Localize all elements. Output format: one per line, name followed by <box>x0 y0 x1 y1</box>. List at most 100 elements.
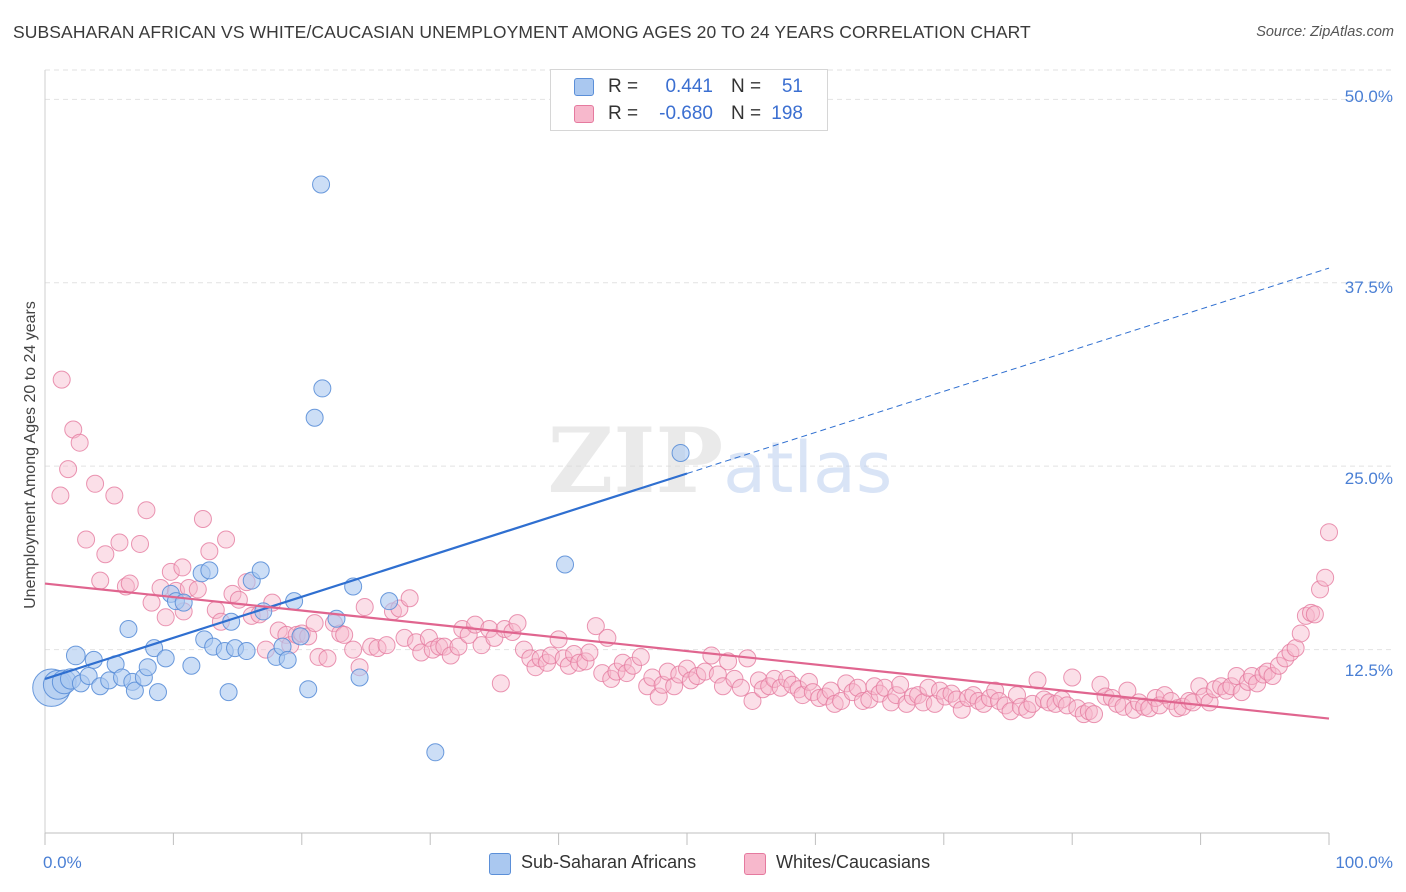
data-point-white <box>891 675 910 694</box>
n-value: 198 <box>771 103 803 124</box>
pink-swatch-icon <box>744 853 766 875</box>
data-point-subsaharan <box>237 642 256 661</box>
data-point-white <box>565 644 584 663</box>
data-point-white <box>161 562 180 581</box>
data-point-white <box>649 687 668 706</box>
data-point-white <box>853 691 872 710</box>
data-point-white <box>173 558 192 577</box>
n-value: 51 <box>781 76 803 97</box>
data-point-white <box>810 689 829 708</box>
data-point-white <box>969 691 988 710</box>
data-point-subsaharan <box>299 680 318 699</box>
data-point-white <box>1118 681 1137 700</box>
data-point-subsaharan <box>380 592 399 611</box>
data-point-white <box>412 643 431 662</box>
data-point-white <box>1227 666 1246 685</box>
data-point-white <box>491 674 510 693</box>
data-point-white <box>362 637 381 656</box>
data-point-white <box>586 617 605 636</box>
data-point-white <box>377 636 396 655</box>
data-point-white <box>188 580 207 599</box>
data-point-white <box>778 669 797 688</box>
data-point-subsaharan <box>148 683 167 702</box>
data-point-white <box>435 637 454 656</box>
data-point-subsaharan <box>119 620 138 639</box>
y-tick-label: 25.0% <box>1344 469 1393 488</box>
data-point-white <box>1018 700 1037 719</box>
data-point-white <box>702 646 721 665</box>
data-point-subsaharan <box>305 408 324 427</box>
data-point-white <box>521 649 540 668</box>
r-label: R = <box>608 103 639 124</box>
data-point-subsaharan <box>278 650 297 669</box>
data-point-white <box>1034 690 1053 709</box>
data-point-white <box>731 678 750 697</box>
y-axis-label: Unemployment Among Ages 20 to 24 years <box>22 301 39 609</box>
data-point-subsaharan <box>251 561 270 580</box>
data-point-white <box>1291 624 1310 643</box>
data-point-white <box>335 625 354 644</box>
data-point-white <box>59 460 78 479</box>
data-point-white <box>1320 523 1338 542</box>
data-point-white <box>1079 702 1098 721</box>
legend-label: Whites/Caucasians <box>776 852 931 872</box>
data-point-white <box>1232 683 1251 702</box>
correlation-legend: R = 0.441 N = 51 R = -0.680 N = 198 <box>550 69 828 131</box>
watermark-logo: ZIPatlas <box>548 408 893 514</box>
data-point-white <box>617 664 636 683</box>
data-point-white <box>1248 674 1267 693</box>
data-point-white <box>765 669 784 688</box>
data-point-subsaharan <box>426 743 445 762</box>
y-tick-label: 12.5% <box>1344 661 1393 680</box>
data-point-white <box>51 486 70 505</box>
data-point-subsaharan <box>291 627 310 646</box>
data-point-subsaharan <box>313 379 332 398</box>
data-point-white <box>64 420 83 439</box>
legend-row-subsaharan: R = 0.441 N = 51 <box>551 74 827 100</box>
data-point-white <box>52 370 71 389</box>
data-point-white <box>400 589 419 608</box>
data-point-white <box>217 530 236 549</box>
data-point-white <box>1269 656 1288 675</box>
data-point-white <box>708 665 727 684</box>
data-point-subsaharan <box>200 561 219 580</box>
data-point-subsaharan <box>312 175 331 194</box>
data-point-white <box>1222 677 1241 696</box>
data-point-white <box>449 637 468 656</box>
data-point-white <box>1074 705 1093 724</box>
trend-line-subsaharan <box>44 472 688 680</box>
data-point-white <box>1063 668 1082 687</box>
trend-line-white <box>44 582 1330 720</box>
data-point-white <box>643 668 662 687</box>
data-point-white <box>156 608 175 627</box>
data-point-white <box>580 643 599 662</box>
data-point-subsaharan <box>219 683 238 702</box>
data-point-white <box>131 534 150 553</box>
n-label: N = <box>731 76 762 97</box>
data-point-white <box>91 571 110 590</box>
data-point-white <box>1305 605 1324 624</box>
blue-swatch-icon <box>489 853 511 875</box>
data-point-white <box>86 474 105 493</box>
data-point-white <box>1085 705 1104 724</box>
data-point-white <box>193 509 212 528</box>
data-point-subsaharan <box>182 656 201 675</box>
data-point-white <box>526 658 545 677</box>
trend-line-subsaharan-extension <box>686 267 1330 474</box>
data-point-white <box>631 647 650 666</box>
data-point-white <box>725 669 744 688</box>
data-point-white <box>986 681 1005 700</box>
data-point-white <box>105 486 124 505</box>
x-tick-label: 0.0% <box>43 853 82 872</box>
r-label: R = <box>608 76 639 97</box>
data-point-white <box>593 664 612 683</box>
data-point-white <box>1091 675 1110 694</box>
legend-row-white: R = -0.680 N = 198 <box>551 101 827 127</box>
data-point-subsaharan <box>145 639 164 658</box>
data-point-white <box>96 545 115 564</box>
data-point-white <box>200 542 219 561</box>
data-point-white <box>110 533 129 552</box>
data-point-subsaharan <box>556 555 575 574</box>
data-point-white <box>743 691 762 710</box>
